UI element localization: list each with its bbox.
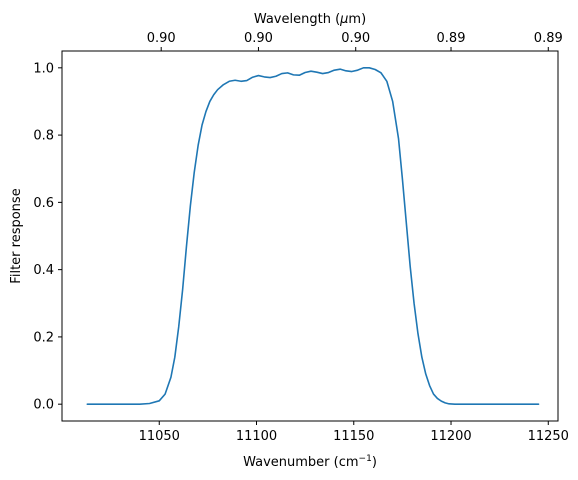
y-axis-label: Filter response (9, 188, 24, 283)
top-x-axis-label: Wavelength (μm) (254, 12, 366, 27)
top-tick-label: 0.89 (534, 31, 563, 46)
plot-layer (86, 67, 540, 405)
top-tick-label: 0.90 (147, 31, 176, 46)
y-tick-label: 0.6 (33, 196, 54, 211)
plot-frame (61, 50, 559, 422)
top-tick-label: 0.90 (244, 31, 273, 46)
y-tick-label: 1.0 (33, 61, 54, 76)
top-tick-label: 0.90 (341, 31, 370, 46)
x-tick-label: 11150 (333, 429, 374, 444)
y-tick-label: 0.4 (33, 263, 54, 278)
y-tick-label: 0.2 (33, 330, 54, 345)
x-axis-label: Wavenumber (cm−1) (243, 454, 377, 470)
x-tick-label: 11200 (430, 429, 471, 444)
series-line-0 (86, 67, 540, 405)
top-tick-label: 0.89 (437, 31, 466, 46)
x-tick-label: 11100 (236, 429, 277, 444)
x-tick-label: 11250 (528, 429, 569, 444)
y-tick-label: 0.0 (33, 398, 54, 413)
x-tick-label: 11050 (139, 429, 180, 444)
axis-layer: 11050 11100 11150 11200 11250 0.0 0.2 0.4 0.6 0.8… (33, 31, 569, 444)
y-tick-label: 0.8 (33, 129, 54, 144)
